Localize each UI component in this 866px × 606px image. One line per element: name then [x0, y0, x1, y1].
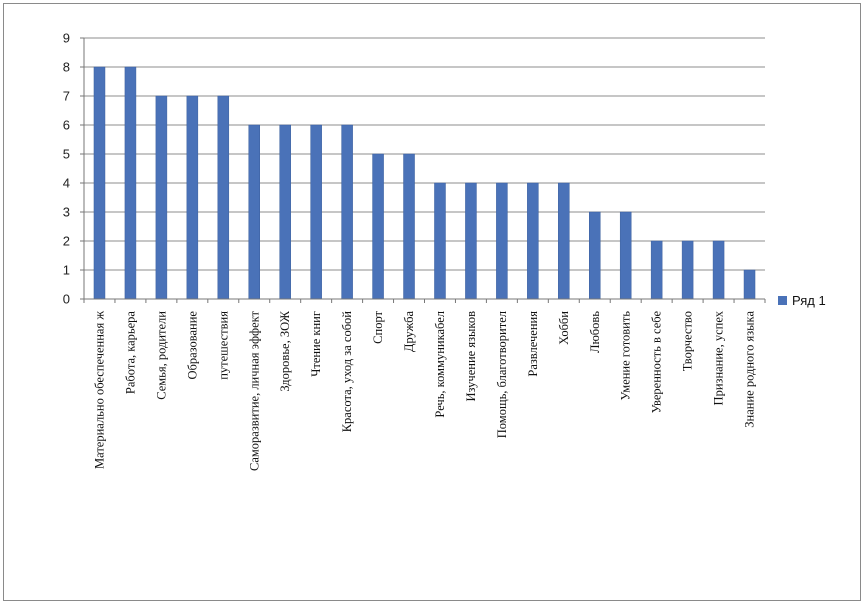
y-tick-label-1: 1 [63, 263, 70, 278]
bar-4 [186, 95, 199, 300]
y-tick-label-8: 8 [63, 60, 70, 75]
bar-18 [619, 211, 632, 300]
y-tick-label-0: 0 [63, 292, 70, 307]
axes [83, 38, 765, 300]
bar-16 [558, 182, 570, 300]
y-tick-label-2: 2 [63, 234, 70, 249]
x-category-label-21: Признание, успех [712, 310, 726, 405]
bar-9 [341, 124, 353, 300]
bar-22 [743, 269, 756, 300]
legend: Ряд 1 [778, 293, 826, 308]
bar-7 [279, 124, 291, 300]
x-category-label-1: Материально обеспеченная ж [92, 311, 106, 469]
x-category-label-4: Образование [185, 311, 199, 380]
x-axis-labels: Материально обеспеченная ж Работа, карьер… [83, 299, 766, 471]
bar-5 [217, 95, 230, 300]
x-category-label-8: Чтение книг [309, 311, 323, 377]
bar-21 [712, 240, 725, 300]
x-category-label-18: Умение готовить [619, 311, 633, 401]
bar-10 [372, 153, 384, 300]
x-category-label-6: Саморазвитие, личная эффект [247, 310, 261, 471]
bar-11 [403, 153, 415, 300]
bar-15 [527, 182, 539, 300]
bar-8 [310, 124, 322, 300]
x-category-label-12: Речь, коммуникабел [433, 311, 447, 418]
y-tick-label-7: 7 [63, 89, 70, 104]
x-category-label-22: Знание родного языка [743, 311, 757, 428]
bar-13 [465, 182, 477, 300]
y-tick-label-4: 4 [63, 176, 70, 191]
y-tick-label-3: 3 [63, 205, 70, 220]
x-category-label-9: Красота, уход за собой [340, 311, 354, 433]
bar-20 [681, 240, 694, 300]
y-axis-ticks: 0 1 2 3 4 5 6 7 8 9 [63, 31, 84, 307]
x-category-label-15: Развлечения [526, 311, 540, 377]
x-category-label-17: Любовь [588, 311, 602, 353]
x-category-label-5: путешествия [216, 311, 230, 380]
x-category-label-20: Творчество [681, 311, 695, 371]
x-category-label-13: Изучение языков [464, 311, 478, 402]
bar-12 [434, 182, 446, 300]
x-category-label-2: Работа, карьера [123, 311, 137, 395]
x-category-label-10: Спорт [371, 310, 385, 343]
legend-label: Ряд 1 [792, 293, 826, 308]
legend-swatch [778, 296, 787, 305]
bar-14 [496, 182, 508, 300]
y-tick-label-9: 9 [63, 31, 70, 46]
bar-6 [248, 124, 260, 300]
grid-lines [84, 37, 765, 271]
bar-3 [155, 95, 168, 300]
bars [93, 66, 756, 300]
x-category-label-19: Уверенность в себе [650, 311, 664, 414]
bar-2 [124, 66, 137, 300]
bar-19 [650, 240, 663, 300]
y-tick-label-6: 6 [63, 118, 70, 133]
x-category-label-14: Помощь, благотворител [495, 311, 509, 438]
y-tick-label-5: 5 [63, 147, 70, 162]
bar-1 [93, 66, 106, 300]
x-category-label-3: Семья, родители [154, 311, 168, 400]
bar-17 [589, 211, 601, 300]
x-category-label-7: Здоровье, ЗОЖ [278, 310, 292, 391]
x-category-label-16: Хобби [557, 311, 571, 345]
x-category-label-11: Дружба [402, 311, 416, 353]
